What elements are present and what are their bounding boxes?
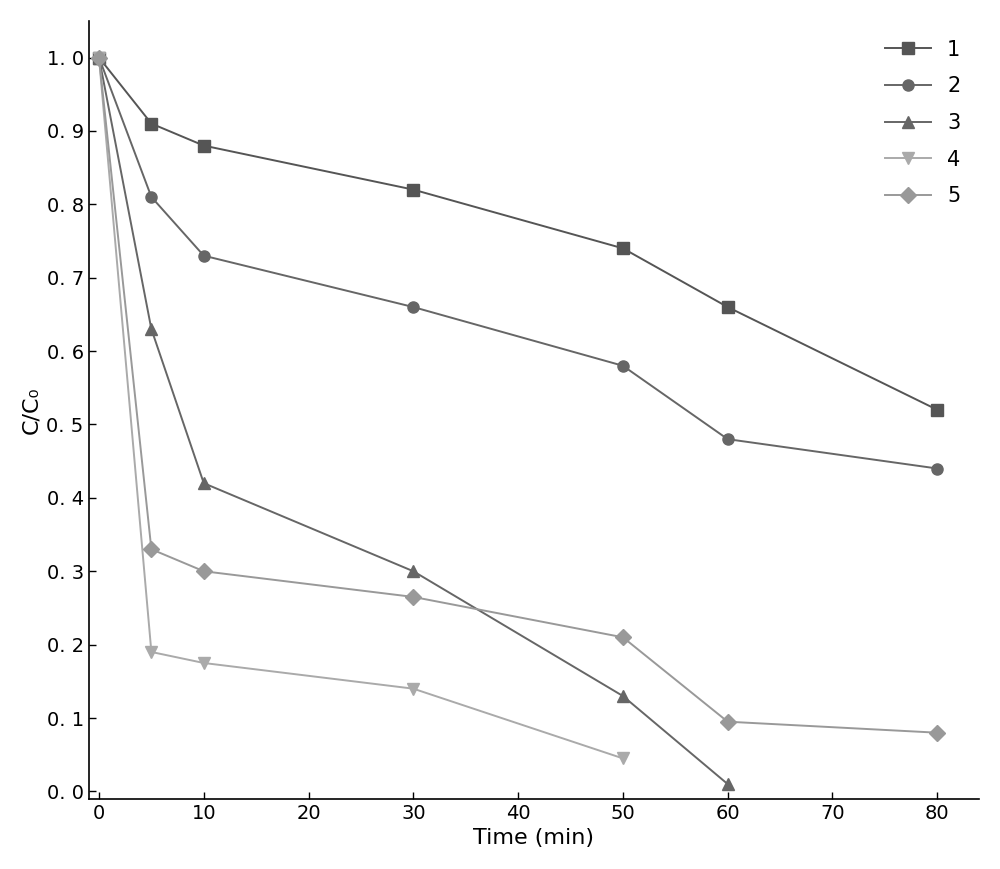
4 (198, 658, 210, 668)
3 (722, 779, 734, 789)
1 (93, 52, 105, 63)
4 (617, 753, 629, 764)
3 (145, 324, 157, 335)
5 (931, 727, 943, 738)
Line: 3: 3 (93, 51, 734, 790)
Line: 4: 4 (93, 51, 629, 765)
4 (407, 683, 419, 693)
Legend: 1, 2, 3, 4, 5: 1, 2, 3, 4, 5 (876, 31, 969, 215)
2 (931, 463, 943, 474)
5 (93, 52, 105, 63)
Y-axis label: C/C₀: C/C₀ (21, 386, 41, 434)
5 (617, 632, 629, 642)
1 (722, 302, 734, 312)
2 (93, 52, 105, 63)
1 (407, 184, 419, 195)
3 (93, 52, 105, 63)
X-axis label: Time (min): Time (min) (473, 828, 594, 848)
Line: 2: 2 (93, 52, 943, 474)
1 (617, 243, 629, 254)
1 (931, 405, 943, 415)
Line: 5: 5 (93, 52, 943, 739)
5 (722, 716, 734, 726)
2 (145, 192, 157, 202)
4 (93, 52, 105, 63)
5 (198, 566, 210, 576)
2 (407, 302, 419, 312)
Line: 1: 1 (93, 52, 943, 415)
2 (722, 434, 734, 444)
3 (198, 478, 210, 488)
5 (407, 592, 419, 602)
1 (198, 141, 210, 151)
4 (145, 647, 157, 657)
2 (198, 250, 210, 261)
1 (145, 118, 157, 129)
3 (617, 691, 629, 701)
3 (407, 566, 419, 576)
5 (145, 544, 157, 554)
2 (617, 361, 629, 371)
